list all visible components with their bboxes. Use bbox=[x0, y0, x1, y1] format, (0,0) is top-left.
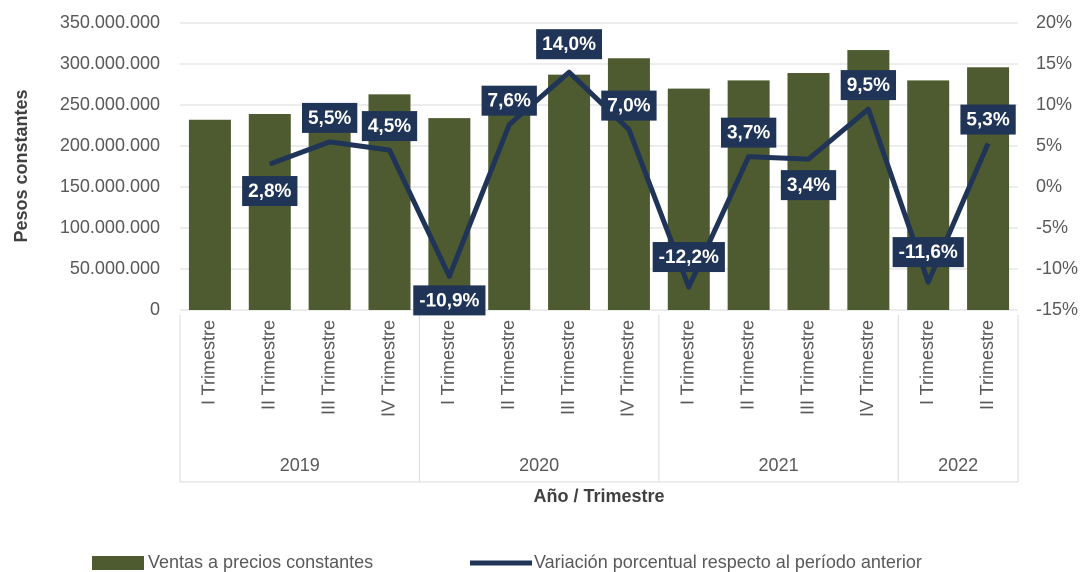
data-label-box bbox=[892, 237, 964, 268]
group-label: 2022 bbox=[938, 455, 978, 475]
data-label-text: -11,6% bbox=[899, 242, 958, 263]
data-label: 5,3% bbox=[960, 104, 1016, 135]
data-label: 7,0% bbox=[601, 90, 657, 121]
data-label: 14,0% bbox=[536, 29, 603, 60]
data-label: -11,6% bbox=[892, 237, 964, 268]
y-tick-label: 250.000.000 bbox=[60, 94, 160, 114]
x-tick-label: III Trimestre bbox=[318, 320, 338, 415]
data-label: 2,8% bbox=[242, 176, 298, 207]
data-label: 4,5% bbox=[361, 111, 418, 142]
x-tick-label: II Trimestre bbox=[737, 320, 757, 410]
y2-tick-label: -5% bbox=[1036, 217, 1068, 237]
data-label-box bbox=[413, 285, 486, 316]
group-label: 2021 bbox=[759, 455, 799, 475]
bar bbox=[548, 74, 591, 310]
data-label-box bbox=[720, 117, 777, 148]
y-tick-label: 150.000.000 bbox=[60, 176, 160, 196]
data-label: 5,5% bbox=[301, 102, 358, 133]
data-label: 9,5% bbox=[840, 70, 897, 101]
bar bbox=[488, 103, 531, 310]
y-tick-label: 200.000.000 bbox=[60, 135, 160, 155]
data-label-box bbox=[536, 29, 603, 60]
data-label-box bbox=[840, 70, 897, 101]
x-tick-label: I Trimestre bbox=[199, 320, 219, 405]
bar bbox=[727, 80, 770, 311]
legend-label: Ventas a precios constantes bbox=[148, 552, 373, 572]
x-tick-label: II Trimestre bbox=[977, 320, 997, 410]
x-tick-label: II Trimestre bbox=[498, 320, 518, 410]
x-tick-label: I Trimestre bbox=[438, 320, 458, 405]
data-label-box bbox=[301, 102, 358, 133]
data-label: 3,4% bbox=[780, 170, 837, 201]
bar bbox=[308, 104, 351, 311]
data-label-text: 4,5% bbox=[368, 116, 411, 137]
data-label-text: 2,8% bbox=[248, 181, 291, 202]
data-label-box bbox=[361, 111, 418, 142]
x-tick-label: III Trimestre bbox=[797, 320, 817, 415]
y2-tick-label: 20% bbox=[1036, 12, 1072, 32]
x-tick-label: IV Trimestre bbox=[378, 320, 398, 417]
data-label-box bbox=[242, 176, 298, 207]
data-label-text: 9,5% bbox=[847, 75, 890, 96]
data-label: 3,7% bbox=[720, 117, 777, 148]
y-tick-label: 50.000.000 bbox=[70, 258, 160, 278]
bar bbox=[428, 118, 471, 311]
y2-tick-label: -10% bbox=[1036, 258, 1078, 278]
data-label-box bbox=[960, 104, 1016, 135]
y-axis-title: Pesos constantes bbox=[11, 89, 31, 242]
data-label-text: -12,2% bbox=[659, 247, 719, 268]
data-label-text: 3,7% bbox=[727, 123, 770, 144]
data-label-box bbox=[780, 170, 837, 201]
bar bbox=[907, 80, 950, 311]
data-label-text: 5,5% bbox=[308, 108, 351, 129]
x-tick-label: III Trimestre bbox=[558, 320, 578, 415]
y2-tick-label: 5% bbox=[1036, 135, 1062, 155]
data-label-box bbox=[481, 85, 537, 116]
data-label-text: 5,3% bbox=[966, 110, 1009, 131]
legend-swatch bbox=[92, 556, 144, 570]
x-tick-label: IV Trimestre bbox=[618, 320, 638, 417]
y2-tick-label: 0% bbox=[1036, 176, 1062, 196]
x-tick-label: I Trimestre bbox=[917, 320, 937, 405]
data-label-box bbox=[601, 90, 657, 121]
group-label: 2019 bbox=[280, 455, 320, 475]
bar bbox=[188, 119, 231, 310]
data-label-text: 7,6% bbox=[488, 91, 531, 112]
data-label-text: 14,0% bbox=[542, 34, 596, 55]
data-label-text: -10,9% bbox=[419, 290, 479, 311]
y-tick-label: 0 bbox=[150, 299, 160, 319]
x-tick-label: IV Trimestre bbox=[857, 320, 877, 417]
bar bbox=[248, 114, 291, 311]
bar bbox=[667, 88, 710, 310]
legend-label: Variación porcentual respecto al período… bbox=[534, 552, 922, 572]
group-label: 2020 bbox=[519, 455, 559, 475]
y-tick-label: 350.000.000 bbox=[60, 12, 160, 32]
x-tick-label: I Trimestre bbox=[678, 320, 698, 405]
data-label-text: 3,4% bbox=[787, 175, 830, 196]
y-tick-label: 300.000.000 bbox=[60, 53, 160, 73]
y2-tick-label: -15% bbox=[1036, 299, 1078, 319]
data-label: 7,6% bbox=[481, 85, 537, 116]
line bbox=[268, 69, 991, 290]
y-tick-label: 100.000.000 bbox=[60, 217, 160, 237]
y2-tick-label: 10% bbox=[1036, 94, 1072, 114]
data-label: -12,2% bbox=[652, 242, 725, 273]
x-tick-label: II Trimestre bbox=[259, 320, 279, 410]
data-label-box bbox=[652, 242, 725, 273]
x-axis-title: Año / Trimestre bbox=[533, 486, 664, 506]
y2-tick-label: 15% bbox=[1036, 53, 1072, 73]
bar bbox=[967, 67, 1010, 310]
data-label-text: 7,0% bbox=[607, 96, 650, 117]
data-label: -10,9% bbox=[413, 285, 486, 316]
